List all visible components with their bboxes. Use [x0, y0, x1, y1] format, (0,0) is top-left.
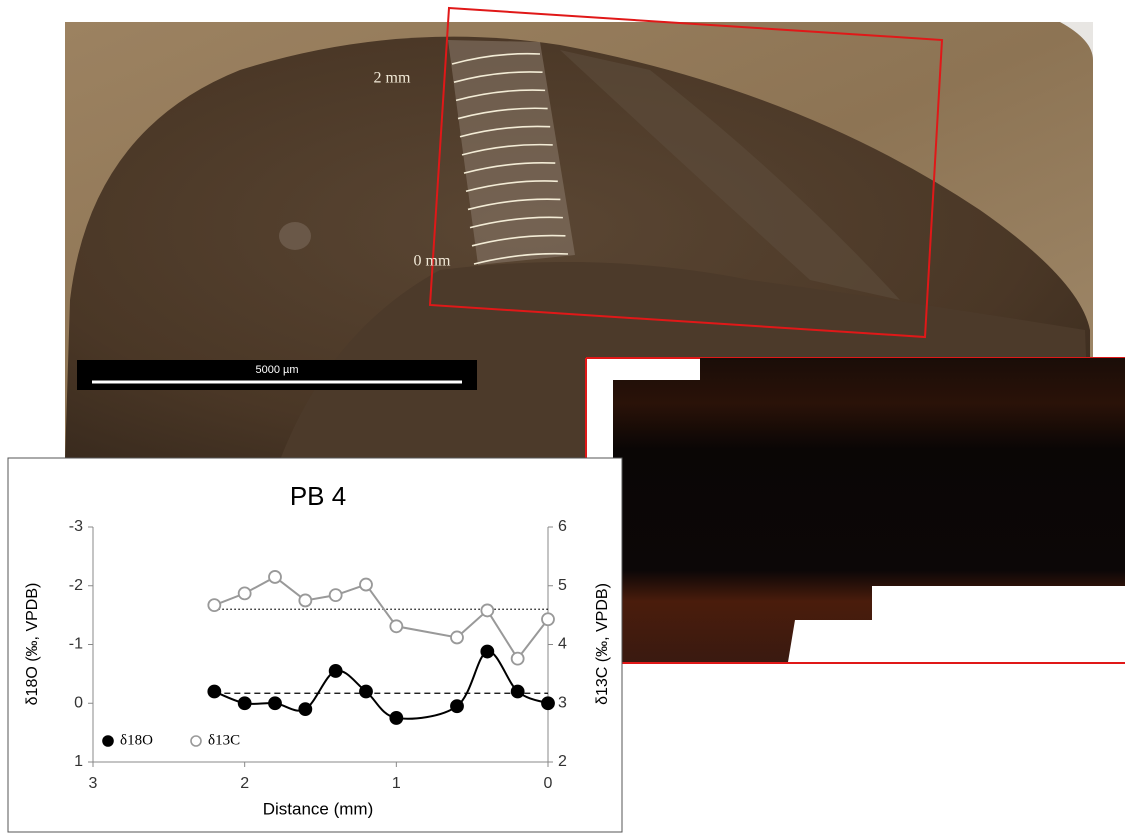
mark-label: 2 mm	[374, 70, 411, 87]
mark-label: 0 mm	[414, 253, 451, 270]
y-tick-label: -2	[69, 577, 83, 594]
legend-marker	[103, 736, 113, 746]
chart-title: PB 4	[290, 481, 346, 511]
scale-bar-label: 5000 µm	[255, 364, 298, 376]
point	[481, 604, 493, 616]
point	[208, 686, 220, 698]
y2-axis-label: δ13C (‰, VPDB)	[594, 583, 611, 705]
point	[451, 700, 463, 712]
x-tick-label: 2	[240, 775, 249, 792]
legend-label: δ13C	[208, 732, 240, 748]
point	[360, 686, 372, 698]
legend-label: δ18O	[120, 732, 153, 748]
y2-tick-label: 6	[558, 518, 567, 535]
chart-panel	[8, 458, 622, 832]
y-tick-label: -1	[69, 636, 83, 653]
point	[451, 631, 463, 643]
y-axis-label: δ18O (‰, VPDB)	[24, 583, 41, 706]
inclusion	[279, 222, 311, 250]
point	[239, 587, 251, 599]
point	[390, 620, 402, 632]
x-axis-label: Distance (mm)	[263, 799, 374, 818]
point	[330, 589, 342, 601]
y2-tick-label: 4	[558, 636, 567, 653]
y2-tick-label: 3	[558, 694, 567, 711]
point	[299, 594, 311, 606]
y2-tick-label: 5	[558, 577, 567, 594]
figure: 2 mm 0 mm 5000 µm PB 4 Distance (mm) δ18…	[0, 0, 1125, 834]
point	[330, 665, 342, 677]
y-tick-label: 0	[74, 694, 83, 711]
point	[269, 697, 281, 709]
y2-tick-label: 2	[558, 753, 567, 770]
legend-marker	[191, 736, 201, 746]
y-tick-label: -3	[69, 518, 83, 535]
point	[512, 653, 524, 665]
point	[542, 613, 554, 625]
point	[512, 686, 524, 698]
point	[239, 697, 251, 709]
point	[299, 703, 311, 715]
point	[390, 712, 402, 724]
x-tick-label: 0	[544, 775, 553, 792]
x-tick-label: 1	[392, 775, 401, 792]
x-tick-label: 3	[89, 775, 98, 792]
point	[208, 599, 220, 611]
point	[360, 579, 372, 591]
point	[481, 646, 493, 658]
y-tick-label: 1	[74, 753, 83, 770]
point	[269, 571, 281, 583]
point	[542, 697, 554, 709]
